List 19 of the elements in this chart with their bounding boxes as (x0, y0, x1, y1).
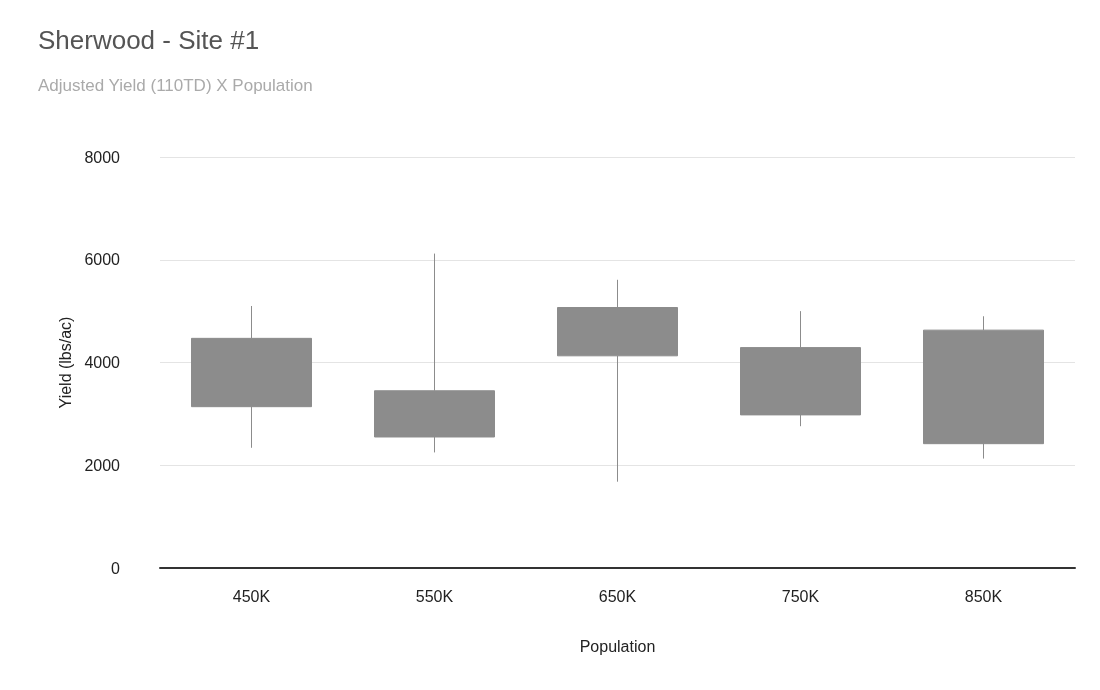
chart-subtitle: Adjusted Yield (110TD) X Population (38, 76, 313, 95)
x-tick-label: 650K (598, 587, 637, 605)
y-tick-label: 6000 (84, 251, 121, 269)
x-tick-label: 450K (232, 587, 271, 605)
x-tick-label: 550K (415, 587, 454, 605)
y-tick-label: 8000 (84, 148, 121, 166)
x-tick-label: 850K (964, 587, 1003, 605)
x-tick-label: 750K (781, 587, 820, 605)
candlestick (740, 310, 861, 427)
y-tick-label: 0 (111, 559, 121, 577)
candlestick (374, 253, 495, 453)
y-tick-label: 4000 (84, 354, 121, 371)
y-tick-label: 2000 (84, 456, 121, 474)
x-axis-title: Population (579, 637, 656, 655)
chart-title: Sherwood - Site #1 (38, 25, 260, 55)
candlestick (191, 305, 312, 449)
candlestick (557, 279, 678, 483)
candlestick (923, 315, 1044, 460)
y-axis-title: Yield (lbs/ac) (57, 316, 75, 409)
